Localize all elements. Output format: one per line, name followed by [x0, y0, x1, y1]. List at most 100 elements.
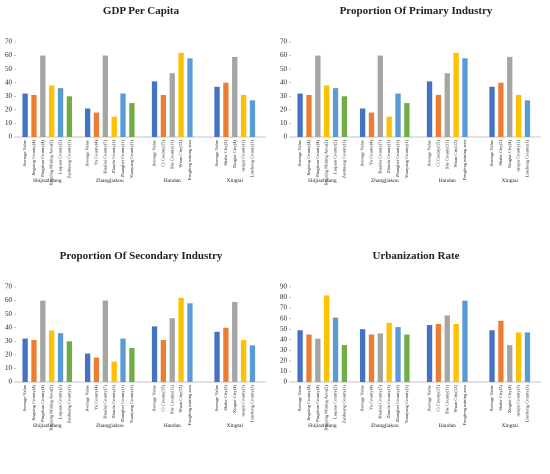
x-tick-label: Yuanyang County(1): [404, 385, 409, 424]
y-tick-label: 60: [280, 314, 288, 322]
bar: [332, 317, 339, 382]
x-tick-label: neiqiu County(1): [516, 385, 521, 417]
y-tick-label: 30: [280, 92, 288, 100]
x-tick-label: Shahe City(2): [498, 140, 503, 166]
x-tick-label: She County(11): [169, 140, 174, 170]
bar: [332, 88, 339, 137]
x-tick-label: Zhangbei County(1): [120, 385, 125, 423]
bar: [66, 341, 73, 382]
x-tick-label: Yuanyang County(1): [129, 385, 134, 424]
y-tick-label: 60: [5, 51, 13, 59]
group-label: Shijiazhuang: [308, 178, 337, 184]
bar: [444, 73, 450, 137]
bar: [93, 112, 100, 137]
y-tick-label: 90: [280, 283, 288, 291]
bar: [515, 332, 522, 382]
x-tick-label: Zhuolu County(1): [111, 140, 116, 174]
bar: [169, 73, 175, 137]
x-tick-label: Luquan County(2): [333, 385, 338, 420]
x-tick-label: Average Value: [85, 140, 90, 167]
chart-title: Urbanization Rate: [372, 250, 459, 262]
x-tick-label: Lincheng County(1): [525, 140, 530, 178]
y-tick-label: 50: [280, 325, 288, 333]
x-tick-label: Shahe City(2): [223, 140, 228, 166]
y-tick-label: 20: [5, 350, 13, 358]
x-tick-label: Fengfeng mining area: [462, 385, 467, 425]
bar: [84, 353, 91, 382]
bar: [111, 116, 117, 137]
bar: [324, 85, 330, 137]
bar: [368, 334, 375, 382]
x-tick-label: Jingxing Mining Area(2): [324, 385, 329, 431]
bar: [524, 332, 531, 382]
x-tick-label: Huailai County(7): [377, 140, 382, 174]
x-tick-label: Shahe City(2): [223, 385, 228, 411]
group-label: Xingtai: [502, 178, 519, 184]
bar: [315, 338, 321, 382]
x-tick-label: She County(11): [444, 140, 449, 170]
x-tick-label: Average Value: [152, 385, 157, 412]
x-tick-label: Average Value: [297, 140, 302, 167]
x-tick-label: Average Value: [427, 140, 432, 167]
bar: [306, 94, 312, 137]
bar: [315, 55, 321, 138]
bar: [93, 357, 100, 382]
x-tick-label: Luquan County(2): [333, 140, 338, 175]
group-label: Xingtai: [227, 178, 244, 184]
y-tick-label: 0: [9, 133, 13, 141]
bar: [178, 52, 184, 137]
bar: [160, 94, 167, 137]
y-tick-label: 30: [280, 346, 288, 354]
group-label: Zhangjiakou: [371, 178, 399, 184]
x-tick-label: Fengfeng mining area: [462, 140, 467, 180]
bar: [232, 301, 238, 382]
bar: [498, 82, 504, 137]
bar: [240, 94, 247, 137]
bar: [386, 322, 392, 382]
bar: [341, 345, 348, 382]
y-tick-label: 50: [5, 310, 13, 318]
x-tick-label: Zhuolu County(1): [386, 385, 391, 419]
bar: [22, 338, 28, 382]
group-label: Zhangjiakou: [96, 178, 124, 184]
bar: [489, 86, 495, 137]
bar: [359, 329, 366, 382]
bar: [444, 315, 450, 382]
bar: [395, 93, 401, 137]
x-tick-label: Zanhuang County(1): [341, 385, 346, 424]
y-tick-label: 20: [280, 105, 288, 113]
bar: [404, 334, 410, 382]
x-tick-label: Pingshan County(4): [315, 385, 320, 422]
y-tick-label: 20: [5, 105, 13, 113]
x-tick-label: Pingshan County(4): [315, 140, 320, 177]
y-tick-label: 80: [280, 293, 288, 301]
x-tick-label: Average Value: [489, 385, 494, 412]
bar: [249, 345, 256, 382]
bar: [84, 108, 91, 137]
x-tick-label: Lincheng County(1): [250, 140, 255, 178]
bar: [359, 108, 366, 137]
bar: [49, 330, 55, 382]
bar: [462, 300, 468, 382]
x-tick-label: neiqiu County(1): [516, 140, 521, 172]
bar: [214, 331, 220, 382]
x-tick-label: Yu County(4): [94, 385, 99, 411]
bar: [395, 327, 401, 382]
x-tick-label: Yu County(4): [369, 385, 374, 411]
y-tick-label: 20: [280, 356, 288, 364]
group-label: Zhangjiakou: [96, 423, 124, 429]
y-tick-label: 10: [5, 119, 13, 127]
x-tick-label: Fengfeng mining area: [187, 140, 192, 180]
bar: [324, 295, 330, 382]
x-tick-label: Jingxing County(4): [31, 385, 36, 421]
chart-title: Proportion Of Secondary Industry: [60, 250, 223, 262]
x-tick-label: Shahe City(2): [498, 385, 503, 411]
chart-panel: Urbanization Rate 0 10 20 30 40 50 60 70 80 90 Shij…: [280, 250, 541, 431]
x-tick-label: Ci County(15): [160, 385, 165, 412]
bar: [507, 345, 513, 382]
bar: [120, 93, 126, 137]
x-tick-label: She County(11): [444, 385, 449, 415]
x-tick-label: Xingtai City(4): [507, 385, 512, 414]
bar: [426, 325, 433, 382]
